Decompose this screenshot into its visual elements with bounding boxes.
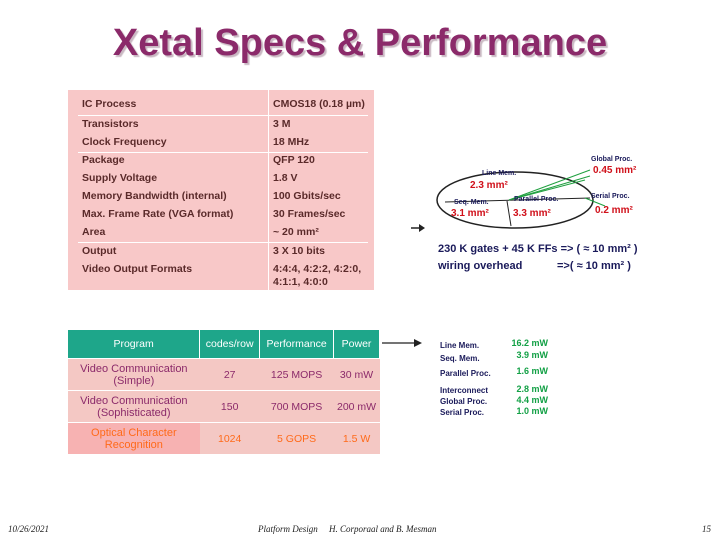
row-divider: [78, 115, 368, 116]
arrow-right-icon: [411, 224, 425, 232]
power-label: Interconnect: [440, 386, 489, 395]
column-header: Program: [68, 330, 201, 359]
spec-key: Supply Voltage: [82, 172, 158, 184]
power-value: 1.6 mW: [516, 366, 548, 376]
wiring-overhead-label: wiring overhead: [438, 260, 523, 272]
serial-proc-label: Serial Proc.: [591, 193, 630, 200]
power-label: Global Proc.: [440, 397, 488, 406]
wiring-overhead-value: =>( ≈ 10 mm² ): [557, 260, 631, 272]
arrow-right-icon: [382, 339, 422, 347]
table-header-row: Program codes/row Performance Power: [68, 330, 380, 359]
pie-pointer: [508, 179, 586, 201]
spec-value: 4:4:4, 4:2:2, 4:2:0, 4:1:1, 4:0:0: [273, 263, 362, 288]
spec-value: 100 Gbits/sec: [273, 190, 341, 202]
table-row: Video Communication (Simple) 27 125 MOPS…: [68, 357, 380, 391]
power-value: 3.9 mW: [516, 350, 548, 360]
footer-center: Platform Design H. Corporaal and B. Mesm…: [258, 524, 437, 534]
power-value: 2.8 mW: [516, 384, 548, 394]
seq-mem-label: Seq. Mem.: [454, 199, 489, 206]
codes-cell: 27: [199, 357, 260, 391]
parallel-proc-label: Parallel Proc.: [514, 196, 559, 203]
performance-cell: 700 MOPS: [259, 390, 334, 423]
spec-value: 3 M: [273, 118, 291, 130]
power-label: Seq. Mem.: [440, 354, 480, 363]
row-divider: [78, 152, 368, 153]
pie-pointer: [508, 169, 591, 201]
power-cell: 200 mW: [333, 390, 380, 423]
power-value: 1.0 mW: [516, 406, 548, 416]
column-header: codes/row: [199, 330, 261, 359]
spec-value: CMOS18 (0.18 µm): [273, 98, 365, 110]
performance-cell: 5 GOPS: [259, 422, 334, 454]
program-cell: Video Communication (Simple): [68, 357, 200, 391]
area-pie-diagram: [436, 169, 606, 229]
spec-key: Video Output Formats: [82, 263, 193, 275]
pie-divider: [444, 197, 591, 203]
table-row: Video Communication (Sophisticated) 150 …: [68, 390, 380, 423]
column-header: Performance: [259, 330, 335, 359]
specs-table: IC Process CMOS18 (0.18 µm) Transistors …: [68, 90, 374, 290]
power-label: Parallel Proc.: [440, 369, 491, 378]
spec-key: Package: [82, 154, 125, 166]
footer-date: 10/26/2021: [8, 524, 50, 534]
spec-value: 3 X 10 bits: [273, 245, 325, 257]
codes-cell: 150: [199, 390, 260, 423]
spec-key: Output: [82, 245, 117, 257]
power-label: Line Mem.: [440, 341, 480, 350]
serial-proc-value: 0.2 mm²: [595, 205, 633, 216]
column-divider: [268, 90, 269, 290]
spec-key: Clock Frequency: [82, 136, 167, 148]
row-divider: [78, 242, 368, 243]
line-mem-value: 2.3 mm²: [470, 180, 508, 191]
power-value: 4.4 mW: [516, 395, 548, 405]
gates-summary: 230 K gates + 45 K FFs => ( ≈ 10 mm² ): [438, 243, 638, 255]
pie-pointer: [584, 197, 606, 207]
parallel-proc-value: 3.3 mm²: [513, 208, 551, 219]
spec-key: IC Process: [82, 98, 137, 110]
power-cell: 30 mW: [333, 357, 380, 391]
spec-value: 18 MHz: [273, 136, 310, 148]
page-title: Xetal Specs & Performance: [112, 22, 608, 64]
spec-key: Max. Frame Rate (VGA format): [82, 208, 234, 220]
line-mem-label: Line Mem.: [482, 170, 517, 177]
power-cell: 1.5 W: [333, 422, 380, 454]
power-label: Serial Proc.: [440, 408, 485, 417]
spec-key: Area: [82, 226, 106, 238]
performance-table: Program codes/row Performance Power Vide…: [68, 330, 380, 454]
global-proc-label: Global Proc.: [591, 156, 633, 163]
program-cell: Video Communication (Sophisticated): [68, 390, 200, 423]
performance-cell: 125 MOPS: [259, 357, 334, 391]
spec-key: Memory Bandwidth (internal): [82, 190, 227, 202]
table-row: Optical Character Recognition 1024 5 GOP…: [68, 422, 380, 454]
spec-value: QFP 120: [273, 154, 315, 166]
program-cell: Optical Character Recognition: [68, 422, 200, 454]
spec-value: 30 Frames/sec: [273, 208, 346, 220]
column-header: Power: [333, 330, 380, 359]
spec-value: ~ 20 mm²: [273, 226, 319, 238]
spec-value: 1.8 V: [273, 172, 298, 184]
spec-key: Transistors: [82, 118, 139, 130]
page-number: 15: [702, 524, 711, 534]
pie-divider: [506, 200, 512, 227]
global-proc-value: 0.45 mm²: [593, 165, 637, 176]
codes-cell: 1024: [199, 422, 260, 454]
seq-mem-value: 3.1 mm²: [451, 208, 489, 219]
power-value: 16.2 mW: [511, 338, 548, 348]
